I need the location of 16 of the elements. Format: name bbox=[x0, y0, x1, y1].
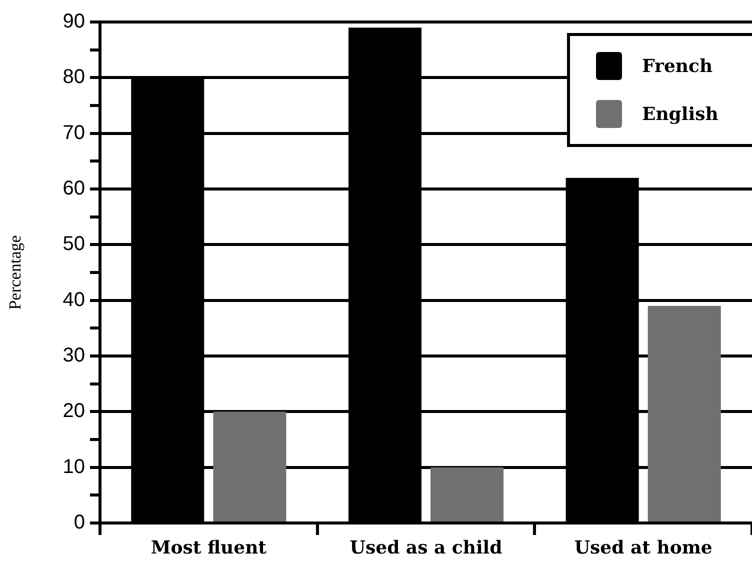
y-tick-label: 90 bbox=[62, 10, 85, 33]
legend-label: English bbox=[642, 104, 718, 124]
y-tick-label: 50 bbox=[62, 233, 85, 256]
legend-label: French bbox=[642, 56, 713, 76]
y-axis-title: Percentage bbox=[6, 235, 25, 310]
x-tick-label: Used as a child bbox=[350, 537, 503, 558]
y-tick-label: 0 bbox=[74, 512, 85, 534]
x-tick-label: Used at home bbox=[574, 537, 712, 558]
y-tick-label: 10 bbox=[62, 456, 85, 478]
x-tick-label: Most fluent bbox=[150, 537, 268, 558]
y-tick-label: 30 bbox=[62, 344, 85, 367]
y-tick-label: 80 bbox=[62, 66, 85, 88]
y-tick-label: 60 bbox=[62, 178, 85, 200]
y-tick-label: 20 bbox=[62, 400, 85, 422]
y-tick-label: 40 bbox=[62, 288, 85, 311]
y-tick-label: 70 bbox=[62, 122, 85, 144]
